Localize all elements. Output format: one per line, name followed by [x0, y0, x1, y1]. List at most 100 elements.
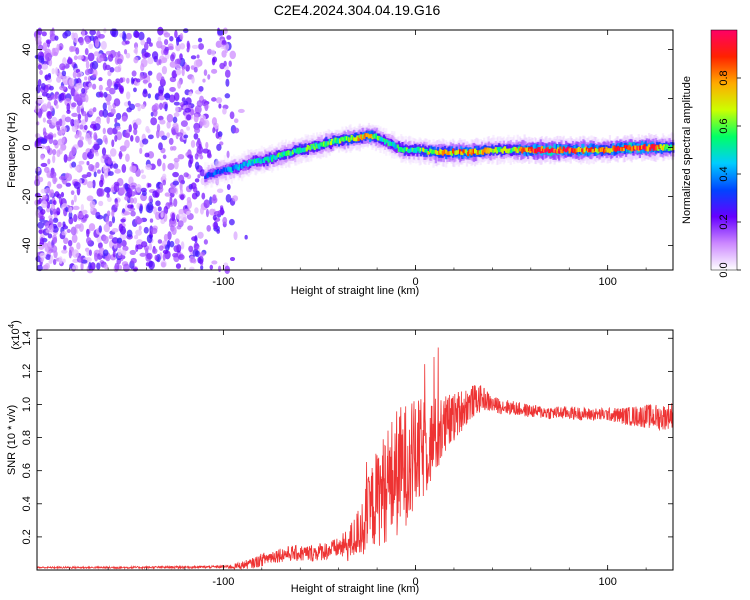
noise-speck [122, 32, 127, 42]
noise-speck [41, 63, 49, 70]
noise-speck [173, 198, 178, 207]
noise-speck [212, 214, 217, 221]
noise-speck [173, 101, 180, 106]
noise-speck [150, 111, 154, 117]
noise-speck [88, 249, 92, 256]
ridge-cell [432, 149, 435, 154]
ridge-cell [665, 144, 668, 150]
ridge-cell [644, 141, 647, 152]
noise-speck [219, 62, 225, 70]
noise-speck [103, 223, 111, 233]
noise-speck [103, 27, 107, 34]
noise-speck [171, 226, 177, 236]
ridge-cell [229, 167, 232, 173]
ridge-cell [287, 150, 290, 155]
noise-speck [153, 103, 160, 111]
noise-speck [41, 200, 48, 209]
noise-speck [193, 59, 201, 69]
ridge-cell [663, 144, 666, 149]
noise-speck [103, 264, 109, 270]
noise-speck [161, 135, 168, 141]
ridge-cell [473, 148, 477, 154]
noise-speck [178, 254, 185, 261]
ridge-cell [284, 151, 288, 157]
ridge-cell [404, 147, 407, 152]
noise-speck [215, 97, 223, 104]
snr-frame [36, 329, 674, 571]
ridge-cell [386, 139, 389, 144]
ridge-cell [546, 147, 549, 156]
noise-speck [111, 209, 115, 218]
ridge-cell [321, 142, 324, 147]
ridge-cell [390, 142, 394, 147]
noise-speck [147, 70, 153, 76]
noise-speck [202, 78, 206, 83]
noise-speck [126, 107, 132, 113]
noise-speck [86, 237, 92, 245]
ridge-cell [530, 146, 533, 151]
noise-speck [206, 152, 212, 159]
ridge-cell [423, 148, 426, 153]
ridge-cell [367, 134, 371, 139]
noise-speck [172, 122, 179, 129]
ridge-cell [354, 132, 357, 142]
noise-speck [40, 257, 45, 263]
ridge-cell [648, 144, 651, 150]
ridge-cell [290, 151, 293, 156]
noise-speck [212, 194, 217, 201]
noise-speck [193, 66, 198, 73]
noise-speck [233, 231, 238, 241]
noise-speck [88, 82, 93, 88]
snr-multiplier-exp: 4 [7, 323, 16, 328]
ridge-cell [592, 143, 595, 154]
ridge-cell [354, 137, 357, 142]
noise-speck [120, 218, 126, 223]
noise-speck [119, 187, 127, 195]
ridge-cell [537, 147, 540, 152]
ridge-cell [262, 158, 266, 163]
noise-speck [74, 165, 80, 171]
noise-speck [183, 172, 189, 178]
noise-speck [95, 161, 100, 169]
noise-speck [140, 187, 147, 193]
ridge-cell [639, 146, 643, 150]
noise-speck [81, 28, 86, 37]
ridge-cell [277, 152, 281, 158]
ridge-cell [228, 167, 231, 173]
ridge-cell [396, 144, 399, 148]
noise-speck [45, 39, 52, 44]
ridge-cell [529, 148, 532, 154]
ridge-cell [628, 144, 631, 150]
ridge-cell [629, 146, 632, 151]
noise-speck [74, 133, 79, 139]
noise-speck [129, 197, 134, 204]
ridge-cell [659, 145, 662, 153]
noise-speck [54, 35, 59, 41]
noise-speck [69, 45, 74, 53]
noise-speck [154, 93, 160, 101]
noise-speck [179, 188, 184, 195]
ridge-cell [234, 164, 237, 170]
noise-speck [52, 199, 57, 206]
ridge-cell [335, 139, 338, 144]
noise-speck [213, 221, 218, 230]
ridge-cell [594, 148, 598, 152]
noise-speck [187, 154, 194, 159]
ridge-cell [539, 149, 542, 154]
noise-speck [134, 102, 141, 108]
ridge-cell [494, 147, 497, 152]
noise-speck [107, 157, 112, 165]
ridge-cell [355, 137, 358, 142]
noise-speck [113, 98, 121, 107]
noise-speck [156, 40, 163, 49]
ridge-cell [392, 141, 395, 147]
noise-speck [200, 207, 204, 215]
ridge-cell [491, 148, 494, 153]
ridge-cell [306, 145, 309, 150]
ridge-cell [345, 136, 349, 141]
noise-speck [210, 49, 216, 57]
ridge-cell [652, 145, 655, 151]
ridge-cell [408, 148, 411, 154]
noise-speck [88, 261, 92, 271]
noise-speck [45, 93, 51, 99]
